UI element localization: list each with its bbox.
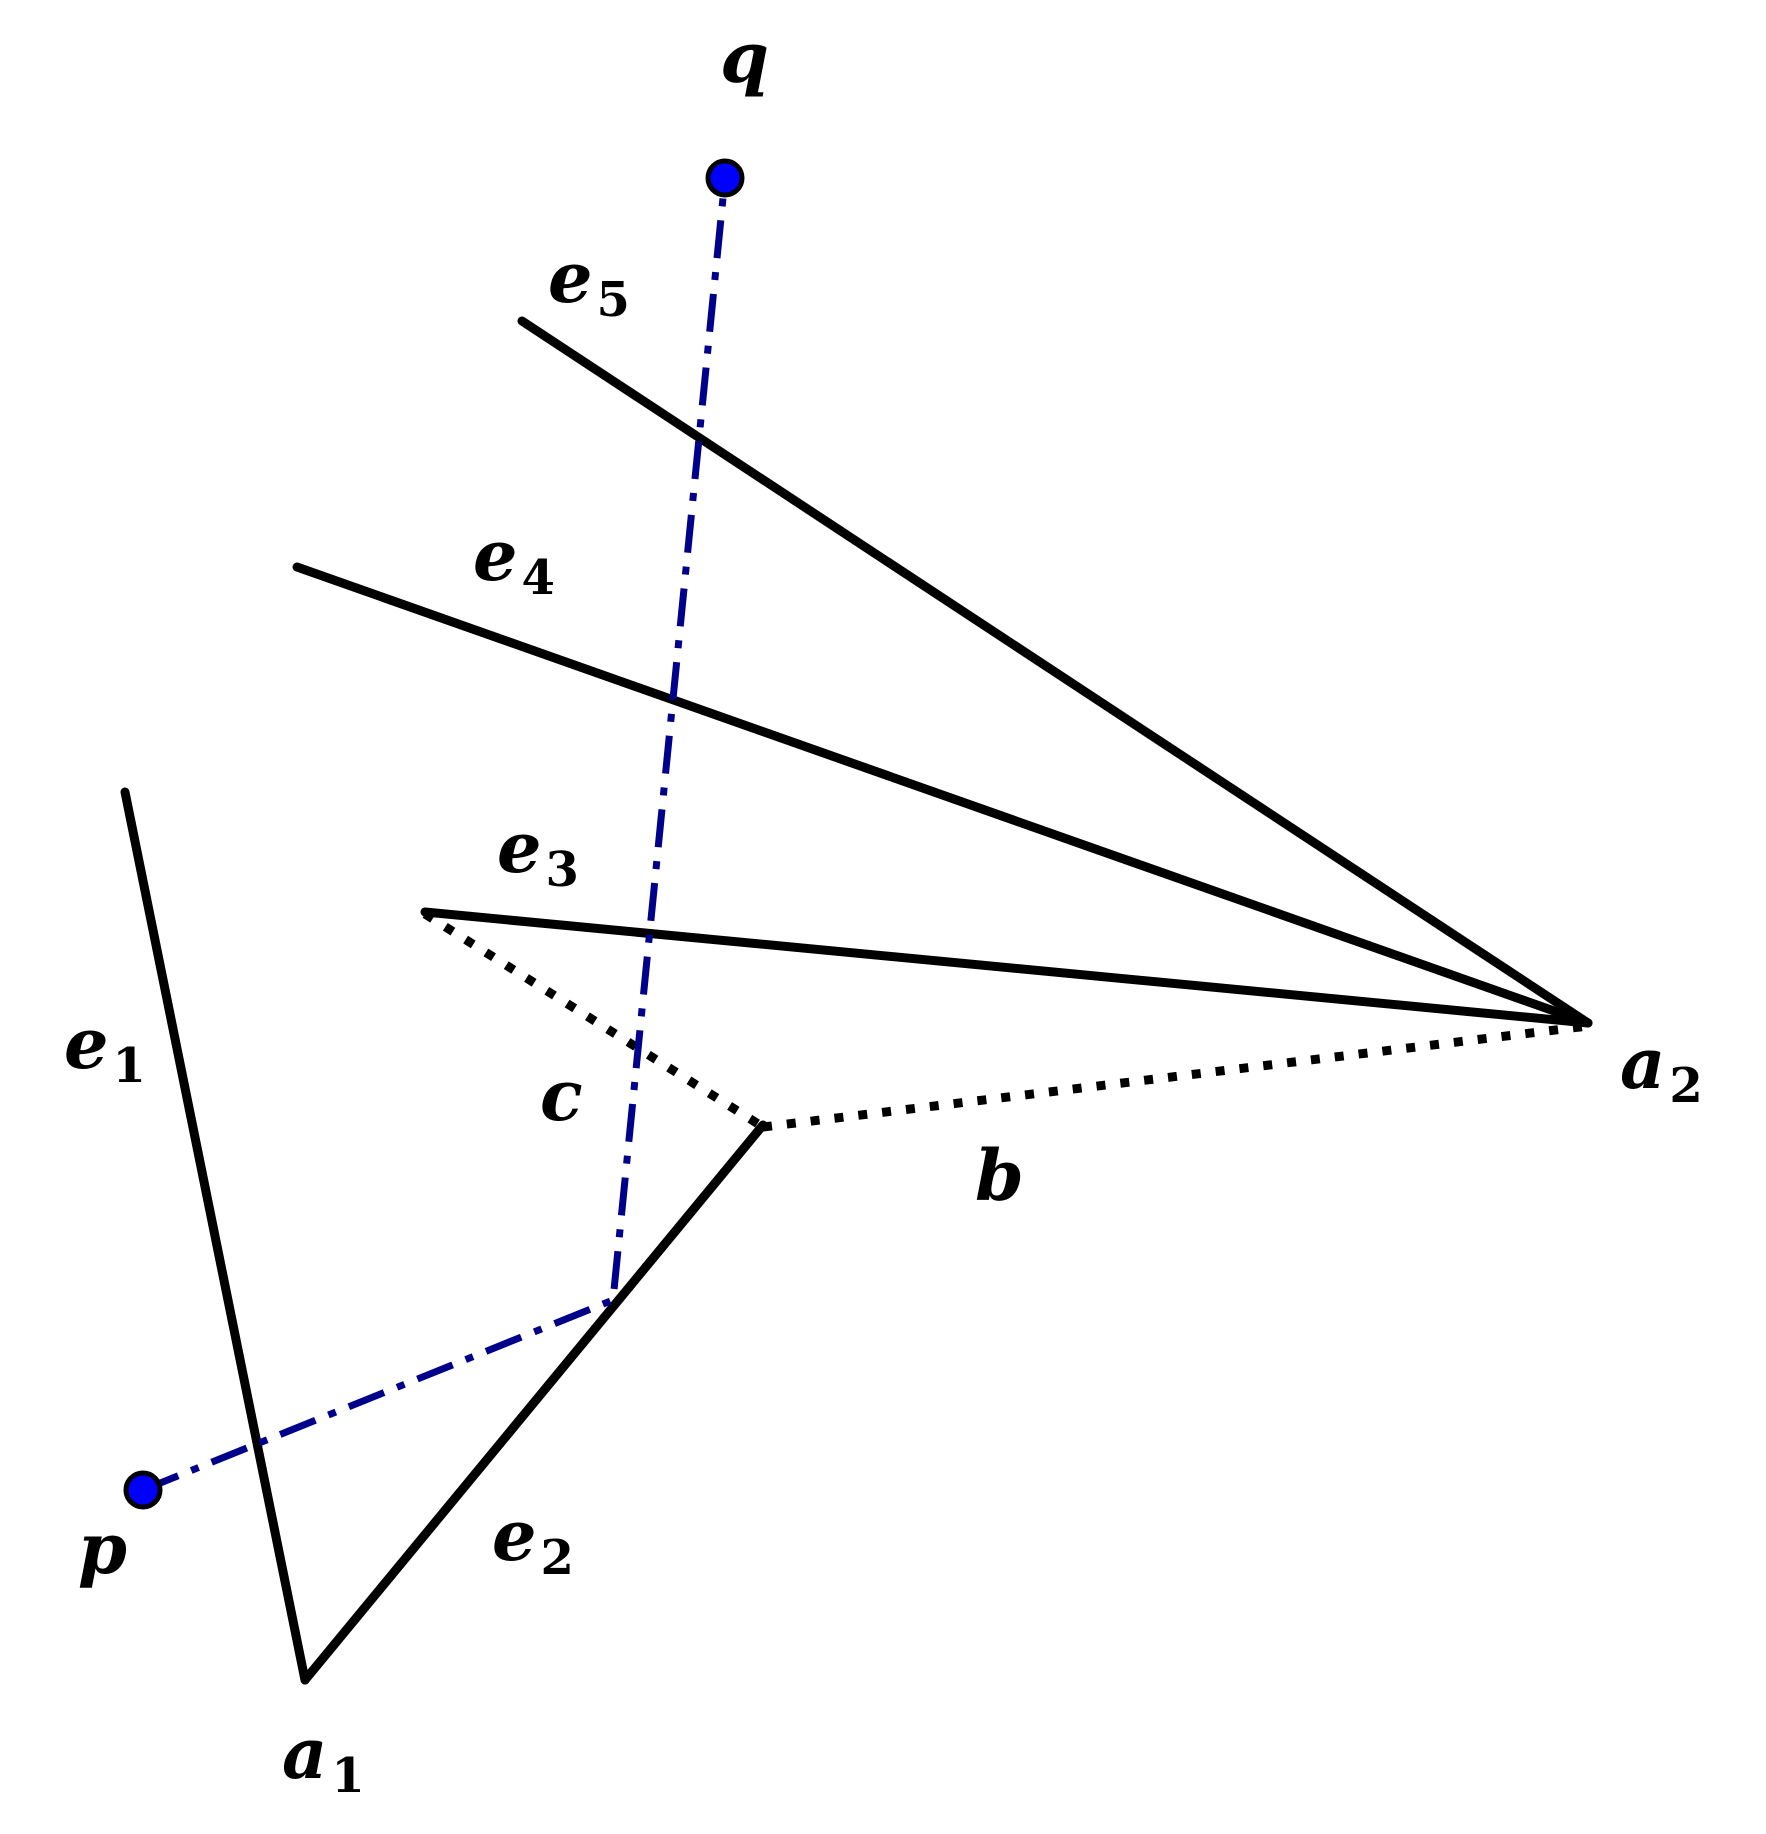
label-e1: e1 bbox=[64, 1002, 146, 1094]
label-a1: a1 bbox=[282, 1712, 365, 1804]
edge-e2 bbox=[300, 1120, 768, 1685]
point-q bbox=[705, 158, 745, 198]
label-e3: e3 bbox=[497, 806, 579, 898]
label-p: p bbox=[78, 1507, 127, 1590]
dotted-edge-b bbox=[762, 1021, 1589, 1132]
path-p-to-q bbox=[141, 177, 729, 1494]
label-a2: a2 bbox=[1620, 1022, 1703, 1114]
edge-e3 bbox=[420, 907, 1593, 1028]
label-e2: e2 bbox=[492, 1494, 574, 1586]
label-b: b bbox=[975, 1134, 1024, 1217]
edge-e1 bbox=[120, 787, 310, 1685]
edge-e5 bbox=[517, 316, 1593, 1028]
label-e4: e4 bbox=[473, 514, 555, 606]
point-p bbox=[123, 1470, 163, 1510]
dotted-edge-c bbox=[422, 910, 766, 1131]
label-e5: e5 bbox=[548, 236, 630, 328]
label-c: c bbox=[540, 1054, 583, 1137]
edge-e4 bbox=[292, 562, 1593, 1028]
label-q: q bbox=[720, 16, 769, 99]
